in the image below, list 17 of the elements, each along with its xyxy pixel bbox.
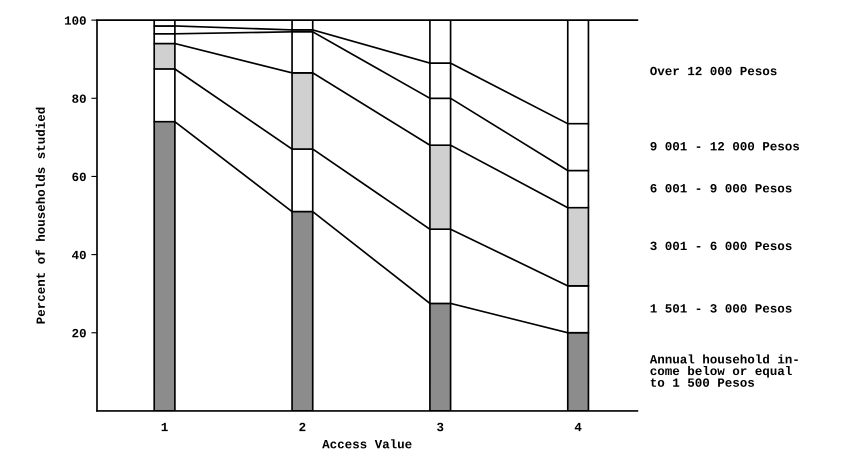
text: 3 001 - 6 000 Pesos [650,242,792,250]
x-tick-label: 1 [162,422,168,432]
text: 1 501 - 3 000 Pesos [650,304,792,313]
text: Over 12 000 Pesos [650,66,777,76]
y-tick-label: 40 [72,250,86,260]
x-tick-label: 3 [437,422,444,432]
text: Annual household in- come below or equal to 1 500 Pesos [650,354,798,387]
x-axis-title: Access Value [322,439,412,448]
y-tick-label: 60 [72,172,86,182]
y-tick-label: 20 [72,328,86,338]
y-axis-title: Percent of households studied [36,108,45,324]
text: 9 001 - 12 000 Pesos [650,142,800,150]
y-tick-label: 100 [64,16,86,25]
x-tick-label: 2 [299,422,306,432]
x-tick-label: 4 [574,422,582,432]
text: 6 001 - 9 000 Pesos [650,184,792,192]
y-tick-label: 80 [72,94,86,103]
